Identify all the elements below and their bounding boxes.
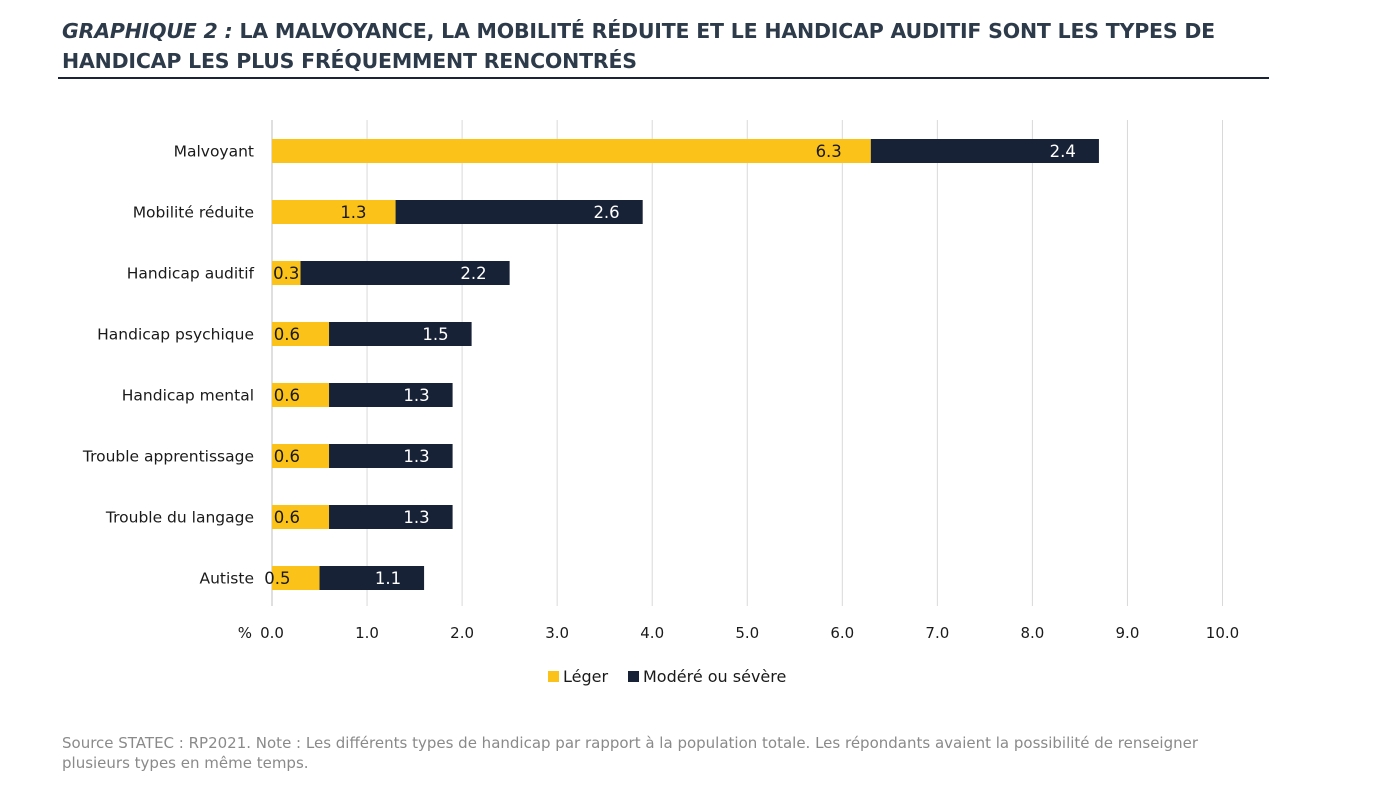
x-tick-label: 4.0 bbox=[640, 624, 664, 642]
bar-leger bbox=[272, 505, 330, 529]
bar-leger bbox=[272, 383, 330, 407]
title-rule bbox=[58, 77, 1269, 79]
data-label-leger: 6.3 bbox=[816, 142, 842, 161]
source-note: Source STATEC : RP2021. Note : Les diffé… bbox=[62, 734, 1199, 772]
bar-modere bbox=[870, 139, 1099, 163]
bar-leger bbox=[272, 322, 330, 346]
x-tick-label: 7.0 bbox=[925, 624, 949, 642]
bar-leger bbox=[272, 139, 871, 163]
data-label-leger: 0.6 bbox=[274, 325, 300, 344]
legend-label-leger: Léger bbox=[563, 667, 608, 686]
data-label-modere: 1.3 bbox=[403, 447, 429, 466]
chart-title-lead: GRAPHIQUE 2 : bbox=[62, 19, 233, 43]
x-tick-label: 5.0 bbox=[735, 624, 759, 642]
category-label: Handicap psychique bbox=[97, 326, 254, 344]
bar-leger bbox=[272, 200, 396, 224]
legend-swatch-modere bbox=[628, 671, 639, 682]
data-label-modere: 2.6 bbox=[593, 203, 619, 222]
x-tick-label: 9.0 bbox=[1116, 624, 1140, 642]
data-label-leger: 0.5 bbox=[264, 569, 290, 588]
data-label-leger: 1.3 bbox=[340, 203, 366, 222]
bar-modere bbox=[300, 261, 510, 285]
bar-leger bbox=[272, 566, 320, 590]
category-label: Malvoyant bbox=[174, 143, 254, 161]
x-tick-label: 10.0 bbox=[1206, 624, 1239, 642]
category-label: Trouble du langage bbox=[105, 509, 254, 527]
legend-swatch-leger bbox=[548, 671, 559, 682]
data-label-leger: 0.6 bbox=[274, 447, 300, 466]
bar-leger bbox=[272, 261, 301, 285]
bar-modere bbox=[329, 322, 472, 346]
x-tick-label: 0.0 bbox=[260, 624, 284, 642]
category-label: Trouble apprentissage bbox=[82, 448, 254, 466]
bar-leger bbox=[272, 444, 330, 468]
bar-modere bbox=[329, 505, 453, 529]
chart-title: GRAPHIQUE 2 : LA MALVOYANCE, LA MOBILITÉ… bbox=[62, 16, 1262, 76]
data-label-modere: 1.5 bbox=[422, 325, 448, 344]
category-label: Handicap auditif bbox=[127, 265, 255, 283]
x-tick-label: 8.0 bbox=[1020, 624, 1044, 642]
category-label: Handicap mental bbox=[122, 387, 254, 405]
data-label-leger: 0.3 bbox=[273, 264, 299, 283]
category-label: Autiste bbox=[200, 570, 255, 588]
category-label: Mobilité réduite bbox=[133, 204, 254, 222]
data-label-modere: 1.3 bbox=[403, 508, 429, 527]
bar-modere bbox=[319, 566, 425, 590]
bar-modere bbox=[395, 200, 643, 224]
data-label-leger: 0.6 bbox=[274, 508, 300, 527]
stacked-bar-chart: 0.0 1.0 2.0 3.0 4.0 5.0 6.0 7.0 8.0 9.0 10.0% Malvo… bbox=[82, 120, 1239, 686]
data-label-modere: 2.4 bbox=[1050, 142, 1076, 161]
legend-label-modere: Modéré ou sévère bbox=[643, 667, 786, 686]
data-label-modere: 2.2 bbox=[460, 264, 486, 283]
bar-modere bbox=[329, 383, 453, 407]
x-tick-label: 6.0 bbox=[830, 624, 854, 642]
x-unit-label: % bbox=[238, 624, 252, 642]
x-tick-label: 1.0 bbox=[355, 624, 379, 642]
data-label-leger: 0.6 bbox=[274, 386, 300, 405]
bar-modere bbox=[329, 444, 453, 468]
chart-title-text: LA MALVOYANCE, LA MOBILITÉ RÉDUITE ET LE… bbox=[62, 19, 1215, 73]
data-label-modere: 1.1 bbox=[375, 569, 401, 588]
x-tick-label: 2.0 bbox=[450, 624, 474, 642]
data-label-modere: 1.3 bbox=[403, 386, 429, 405]
x-tick-label: 3.0 bbox=[545, 624, 569, 642]
